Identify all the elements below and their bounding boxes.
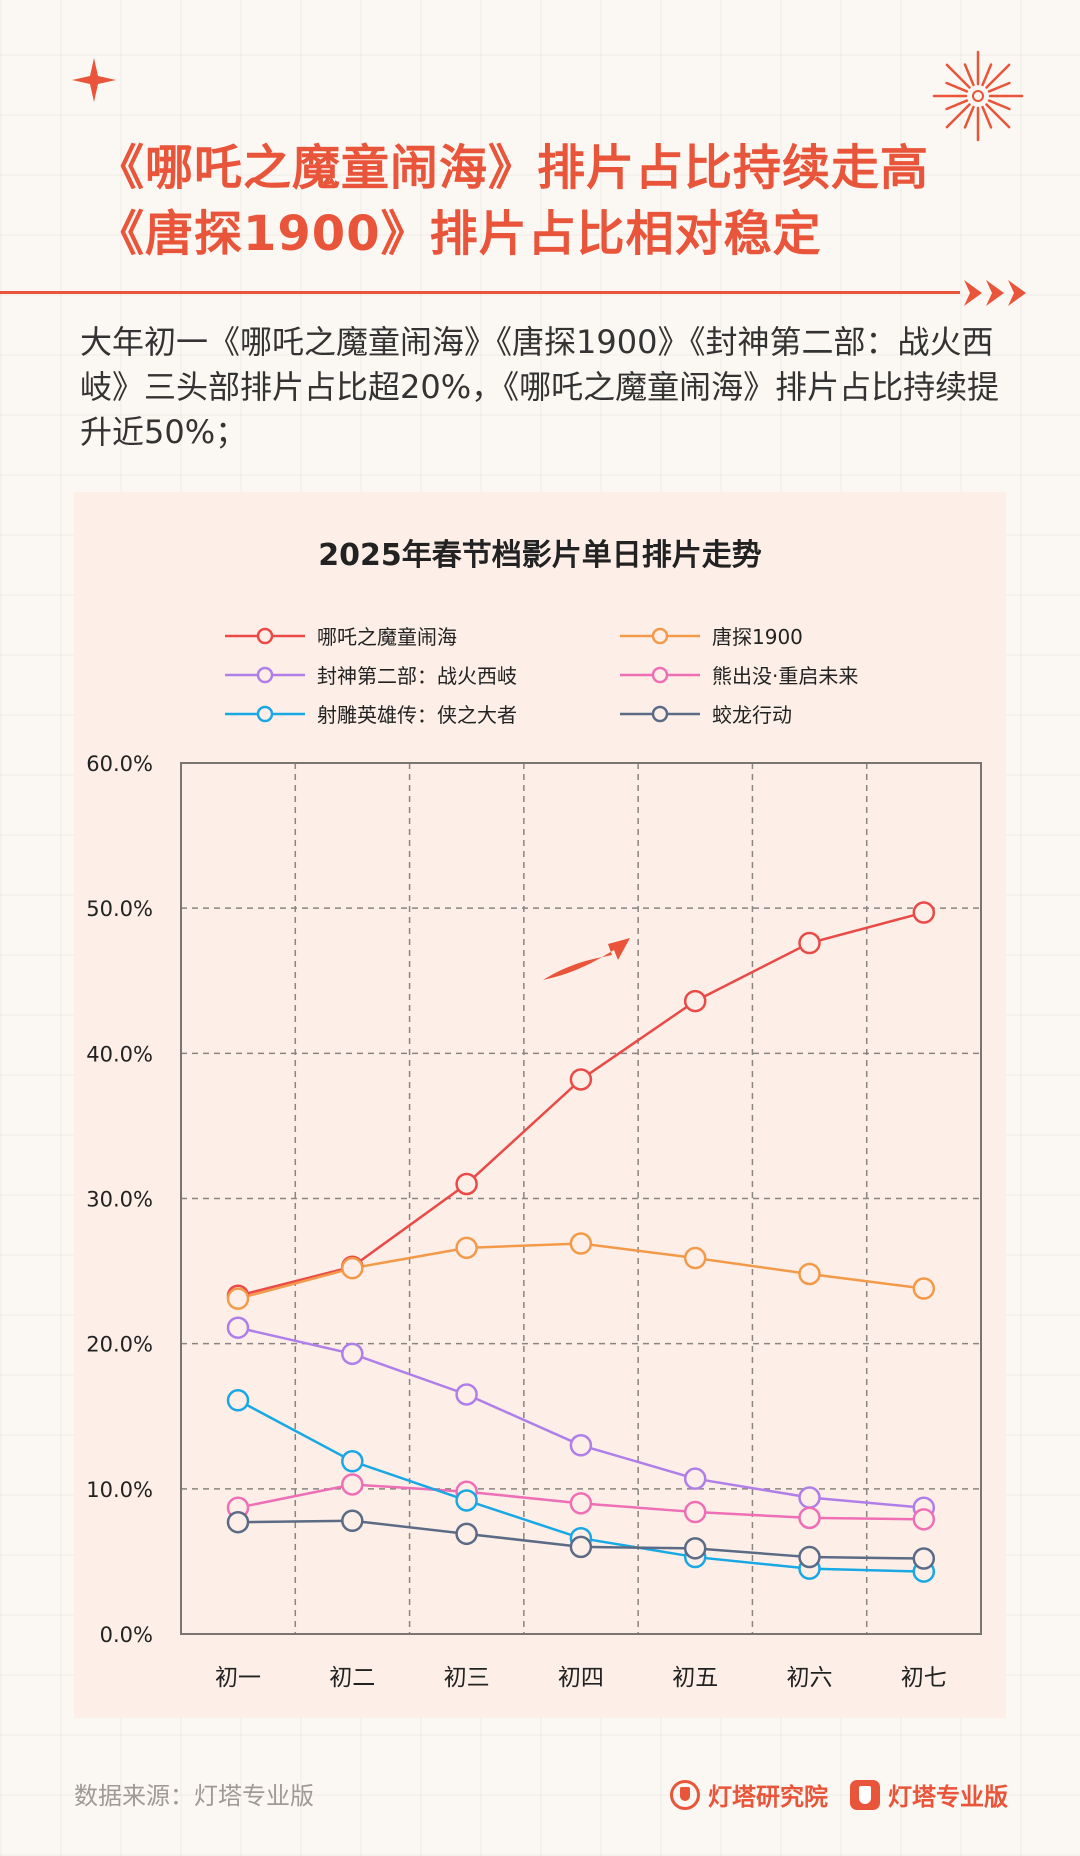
y-tick-label: 30.0% — [86, 1188, 153, 1212]
data-point — [569, 1434, 593, 1457]
x-tick-label: 初五 — [672, 1665, 718, 1691]
data-point — [683, 989, 707, 1013]
legend-marker — [651, 627, 669, 645]
lighthouse-research-icon — [670, 1779, 700, 1810]
title-line-2: 《唐探1900》排片占比相对稳定 — [96, 206, 822, 262]
data-point — [226, 1316, 250, 1339]
legend-label: 封神第二部：战火西岐 — [317, 664, 517, 688]
legend-label: 蛟龙行动 — [712, 703, 792, 727]
legend-label: 射雕英雄传：侠之大者 — [317, 703, 517, 727]
firework-icon — [932, 50, 1024, 142]
y-tick-label: 50.0% — [86, 897, 153, 921]
title-line-1: 《哪吒之魔童闹海》排片占比持续走高 — [96, 140, 930, 196]
legend-label: 熊出没·重启未来 — [712, 664, 858, 688]
y-tick-label: 10.0% — [86, 1478, 153, 1502]
brand-research: 灯塔研究院 — [670, 1777, 828, 1812]
chart-title: 2025年春节档影片单日排片走势 — [318, 538, 762, 573]
legend-marker — [256, 705, 274, 723]
title-divider — [0, 291, 960, 294]
legend-label: 唐探1900 — [712, 625, 803, 649]
sparkle-icon — [72, 58, 116, 102]
data-point — [226, 1389, 250, 1412]
data-point — [912, 1277, 936, 1300]
data-point — [798, 1506, 821, 1530]
brand-research-label: 灯塔研究院 — [708, 1783, 828, 1811]
data-point — [912, 1508, 936, 1531]
series-line — [237, 1326, 924, 1509]
data-point — [683, 1246, 707, 1270]
data-point — [912, 1547, 936, 1570]
data-point — [455, 1236, 478, 1260]
brand-pro-label: 灯塔专业版 — [888, 1783, 1008, 1811]
y-tick-label: 40.0% — [86, 1042, 153, 1066]
data-point — [341, 1509, 364, 1533]
x-tick-label: 初六 — [787, 1665, 833, 1691]
legend-marker — [651, 666, 669, 684]
data-point — [912, 901, 936, 924]
legend-marker — [651, 705, 669, 723]
data-point — [683, 1467, 707, 1490]
x-tick-label: 初七 — [901, 1665, 947, 1691]
plot-frame — [180, 762, 982, 1635]
data-point — [226, 1510, 250, 1534]
data-point — [569, 1492, 593, 1515]
x-tick-label: 初四 — [558, 1665, 604, 1691]
trend-arrow-icon — [543, 938, 630, 980]
x-tick-label: 初二 — [329, 1665, 375, 1691]
data-point — [455, 1383, 478, 1406]
data-point — [683, 1537, 707, 1560]
y-tick-label: 0.0% — [100, 1623, 153, 1647]
legend-marker — [256, 666, 274, 684]
lighthouse-pro-icon — [850, 1779, 880, 1810]
description: 大年初一《哪吒之魔童闹海》《唐探1900》《封神第二部：战火西岐》三头部排片占比… — [80, 323, 1000, 451]
data-point — [455, 1489, 478, 1512]
y-tick-label: 20.0% — [86, 1333, 153, 1357]
data-point — [569, 1232, 593, 1255]
legend-marker — [256, 627, 274, 645]
data-point — [798, 1262, 821, 1286]
data-point — [341, 1256, 364, 1280]
data-source: 数据来源：灯塔专业版 — [74, 1782, 314, 1810]
data-point — [569, 1535, 593, 1559]
data-point — [798, 1486, 821, 1509]
data-point — [798, 1545, 821, 1569]
brand-pro: 灯塔专业版 — [850, 1777, 1008, 1812]
data-point — [226, 1287, 250, 1310]
data-point — [455, 1172, 478, 1196]
triple-arrow-icon — [964, 280, 1026, 306]
data-point — [455, 1522, 478, 1546]
data-point — [683, 1500, 707, 1524]
data-point — [798, 931, 821, 955]
legend-label: 哪吒之魔童闹海 — [317, 625, 457, 649]
data-point — [341, 1450, 364, 1473]
data-point — [341, 1473, 364, 1496]
x-tick-label: 初三 — [444, 1665, 490, 1691]
data-point — [569, 1068, 593, 1091]
data-point — [341, 1342, 364, 1366]
y-tick-label: 60.0% — [86, 752, 153, 776]
page-title: 《哪吒之魔童闹海》排片占比持续走高 《唐探1900》排片占比相对稳定 — [96, 135, 996, 267]
x-tick-label: 初一 — [215, 1665, 261, 1691]
